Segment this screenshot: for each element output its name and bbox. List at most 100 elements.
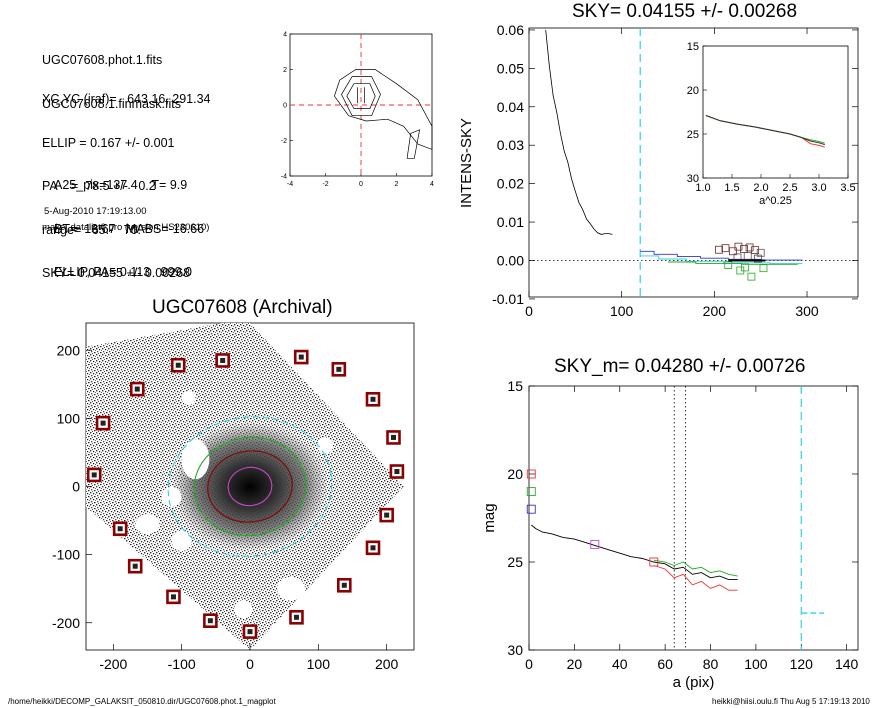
contour-panel: -4 -2 0 2 4 -4 -2 0 2 4: [281, 32, 434, 189]
info-line: PA = 78.5 +/- 0.2: [42, 179, 156, 193]
x-tick-label: 0: [359, 181, 363, 188]
y-tick-label: -200: [52, 615, 80, 631]
info-line: range= 65.- 70.: [42, 222, 142, 237]
inset-x-tick-label: 2.0: [753, 182, 768, 194]
mask-region: [171, 531, 192, 551]
galaxy-image-panel: -200 -100 0 100 200 -200 -100 0 100 200: [52, 322, 415, 672]
isophote-ellipse: [193, 436, 307, 537]
x-tick-label: 0: [525, 656, 533, 672]
info-line: ELLIP, PA= 0.113 999.0: [54, 265, 192, 279]
x-tick-label: 20: [567, 656, 583, 672]
inset-y-tick-label: 20: [687, 85, 699, 97]
y-tick-label: 0.04: [497, 99, 524, 115]
x-tick-label: -100: [168, 656, 196, 672]
info-line: UGC07608.1.finmask.fits: [42, 96, 181, 111]
info-line: SKY= 0.04155 +/- 0.00268: [42, 266, 191, 280]
magnitude-profile-panel: 0 20 40 60 80 100 120 140 15 20 25 30 a (pix) mag: [481, 378, 859, 691]
isophote-ellipse: [227, 466, 273, 507]
sky-box-center: [391, 434, 396, 440]
x-tick-label: 80: [703, 656, 719, 672]
sky-box-marker: [728, 247, 737, 256]
mask-region: [277, 576, 305, 601]
y-tick-label: 2: [283, 67, 287, 74]
y-tick-label: 30: [507, 642, 523, 658]
x-tick-label: 100: [610, 303, 634, 319]
sky-box-marker: [751, 246, 760, 255]
sky-box-marker: [724, 261, 733, 270]
x-tick-label: 100: [307, 656, 331, 672]
mask-region: [161, 486, 182, 507]
x-tick-label: 200: [703, 303, 727, 319]
inset-x-tick-label: 1.5: [724, 182, 739, 194]
sky-box-marker: [734, 242, 743, 251]
sky-box-marker: [745, 243, 754, 252]
mask-region: [135, 513, 160, 534]
mask-region: [317, 437, 334, 454]
mag-marker: [526, 487, 536, 497]
sky-box-center: [100, 420, 106, 426]
sky-box-center: [91, 472, 97, 478]
y-tick-label: 0.00: [497, 252, 524, 268]
inset-x-tick-label: 3.5: [840, 182, 855, 194]
x-tick-label: 0: [525, 303, 533, 319]
file-names: UGC07608.phot.1.fits UGC07608.1.finmask.…: [42, 24, 181, 126]
inset-frame: [702, 45, 849, 179]
sky-series-green: [668, 261, 798, 265]
y-tick-label: -0.01: [492, 291, 524, 307]
sky-box-center: [170, 594, 176, 600]
y-tick-label: 20: [507, 466, 523, 482]
sky-box-marker: [736, 266, 745, 275]
x-tick-label: 40: [612, 656, 628, 672]
x-tick-label: 0: [246, 656, 254, 672]
footer-user: heikki@hiisi.oulu.fi Thu Aug 5 17:19:13 …: [712, 697, 870, 706]
mag-marker: [526, 469, 536, 479]
y-tick-label: 4: [283, 32, 287, 39]
sky-box-center: [370, 545, 376, 551]
sky-box-center: [384, 512, 390, 518]
mag-series-black: [531, 524, 738, 581]
sky-box-center: [394, 469, 400, 475]
sky-box-center: [117, 526, 123, 532]
inset-x-tick-label: 1.0: [695, 182, 710, 194]
sky-box-center: [293, 614, 299, 620]
sky-box-center: [220, 357, 226, 363]
mag-series-red: [653, 565, 738, 591]
y-tick-label: 0: [72, 479, 80, 495]
y-axis-label: mag: [481, 503, 498, 532]
sky-box-center: [341, 582, 347, 588]
fit-params: XC,YC (iraf)= 643.16, 291.34 ELLIP = 0.1…: [42, 63, 211, 295]
y-tick-label: 0.06: [497, 22, 524, 38]
x-tick-label: 120: [790, 656, 814, 672]
contour-level: [341, 76, 381, 117]
contour-level: [346, 83, 376, 109]
sky-box-marker: [756, 248, 765, 257]
sky-box-marker: [741, 263, 749, 272]
sky-profile-title: SKY= 0.04155 +/- 0.00268: [572, 1, 798, 22]
footer-path: /home/heikki/DECOMP_GALAKSIT_050810.dir/…: [8, 697, 276, 706]
y-tick-label: 25: [507, 554, 523, 570]
run-date: 5-Aug-2010 17:19:13.00: [44, 206, 147, 217]
inset-y-tick-label: 15: [687, 41, 699, 53]
sky-box-center: [298, 354, 304, 360]
sky-series-blue: [640, 250, 803, 261]
y-tick-label: 15: [507, 378, 523, 394]
y-tick-label: -4: [281, 174, 287, 181]
sky-box-marker: [721, 244, 730, 253]
isophote-ellipse: [167, 416, 333, 557]
x-tick-label: 4: [430, 181, 434, 188]
x-tick-label: 2: [395, 181, 399, 188]
sky-box-marker: [759, 264, 768, 273]
galaxy-params: A25_pix=137.4 T= 9.9 BT= 13.67 MABS=-16.…: [54, 149, 204, 294]
profile-line: [545, 29, 613, 235]
y-axis-label: INTENS-SKY: [458, 118, 475, 208]
x-tick-label: 100: [744, 656, 768, 672]
mask-region: [234, 600, 253, 619]
program-version: make_datalist0.pro (version HS230610): [42, 222, 210, 233]
sky-box-marker: [743, 251, 752, 260]
sky-box-marker: [747, 272, 756, 281]
x-tick-label: -200: [99, 656, 127, 672]
mag-marker: [649, 557, 659, 567]
x-tick-label: 200: [375, 656, 399, 672]
inset-x-tick-label: 2.5: [782, 182, 797, 194]
